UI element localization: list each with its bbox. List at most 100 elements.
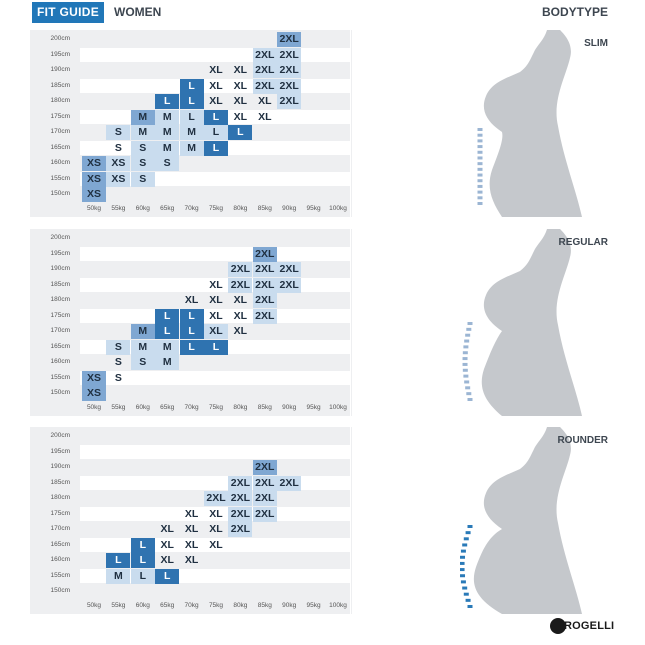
tape-dash <box>462 351 468 355</box>
height-label: 195cm <box>50 249 70 257</box>
size-cell: 2XL <box>228 475 253 491</box>
tape-dash <box>467 525 473 528</box>
tape-dash <box>460 549 466 553</box>
tape-dash <box>465 333 471 337</box>
size-cell: M <box>130 125 155 140</box>
size-cell: XL <box>160 538 174 551</box>
size-cell: L <box>179 78 204 94</box>
measuring-tape-icon <box>477 128 483 205</box>
size-cell: L <box>204 339 228 355</box>
size-cell: XS <box>82 156 106 171</box>
weight-label: 90kg <box>282 602 297 609</box>
size-cell: XL <box>233 294 248 306</box>
tape-dash <box>477 190 483 194</box>
weight-label: 70kg <box>184 404 199 411</box>
bodytype-label: ROUNDER <box>557 435 608 446</box>
size-cell: L <box>228 125 253 140</box>
row-band <box>80 246 350 261</box>
height-label: 150cm <box>50 389 70 396</box>
size-cell: XL <box>204 324 228 339</box>
size-cell: XL <box>160 523 174 535</box>
size-cell: XL <box>209 538 223 551</box>
size-cell: M <box>130 109 155 125</box>
weight-label: 65kg <box>160 404 175 411</box>
weight-label: 60kg <box>135 404 150 411</box>
weight-label: 50kg <box>86 404 102 411</box>
height-label: 165cm <box>50 540 70 548</box>
size-cell: 2XL <box>252 491 277 506</box>
measuring-tape-icon <box>462 322 473 401</box>
row-band <box>80 444 350 459</box>
woman-silhouette <box>483 30 582 217</box>
size-cell: S <box>130 140 155 156</box>
weight-label: 55kg <box>111 205 126 212</box>
row-band <box>80 308 350 323</box>
tape-dash <box>462 586 468 590</box>
bodytype-illustration: ROUNDER <box>352 427 614 614</box>
size-cell: 2XL <box>228 262 253 277</box>
weight-label: 70kg <box>184 602 199 609</box>
height-label: 175cm <box>50 112 70 120</box>
size-cell: S <box>114 356 122 368</box>
row-band <box>80 370 350 385</box>
size-cell: 2XL <box>252 47 277 63</box>
height-label: 185cm <box>50 280 70 288</box>
tape-dash <box>477 173 483 177</box>
weight-label: 60kg <box>135 205 150 212</box>
measuring-tape-icon <box>460 525 473 608</box>
bodytype-illustration: REGULAR <box>352 229 614 416</box>
height-label: 160cm <box>50 556 70 563</box>
weight-label: 65kg <box>160 602 175 609</box>
weight-label: 75kg <box>208 602 224 609</box>
weight-label: 75kg <box>208 205 224 212</box>
tape-dash <box>477 133 483 137</box>
size-cell: 2XL <box>252 277 277 293</box>
height-label: 170cm <box>50 128 70 135</box>
size-cell: XL <box>233 110 248 123</box>
size-cell: XL <box>184 507 199 520</box>
tape-dash <box>463 374 469 378</box>
weight-label: 65kg <box>160 205 175 212</box>
height-label: 190cm <box>50 463 70 470</box>
size-cell: XL <box>184 523 199 535</box>
bodytype-illustration: SLIM <box>352 30 614 217</box>
brand-name: ROGELLI <box>564 620 615 632</box>
height-label: 175cm <box>50 311 70 319</box>
size-cell: XL <box>209 294 223 306</box>
tape-dash <box>477 162 483 166</box>
size-cell: XL <box>233 64 248 76</box>
weight-label: 80kg <box>233 404 248 411</box>
size-cell: 2XL <box>228 506 253 522</box>
size-cell: 2XL <box>277 63 302 78</box>
tape-dash <box>477 156 483 160</box>
weight-label: 60kg <box>135 602 150 609</box>
size-cell: M <box>155 140 180 156</box>
header: FIT GUIDE WOMEN BODYTYPE <box>0 0 645 26</box>
size-cell: M <box>130 324 155 339</box>
weight-label: 50kg <box>86 602 102 609</box>
tape-dash <box>477 167 483 171</box>
height-label: 175cm <box>50 509 70 517</box>
weight-label: 50kg <box>86 205 102 212</box>
weight-label: 80kg <box>233 602 248 609</box>
tape-dash <box>462 357 468 361</box>
size-cell: XL <box>209 64 223 76</box>
height-label: 195cm <box>50 50 70 58</box>
tape-dash <box>463 345 469 349</box>
size-cell: 2XL <box>228 522 253 537</box>
size-cell: 2XL <box>277 475 302 491</box>
weight-label: 95kg <box>306 602 321 609</box>
panel-divider <box>350 427 351 614</box>
weight-label: 95kg <box>306 404 321 411</box>
size-cell: 2XL <box>277 47 302 63</box>
weight-label: 85kg <box>257 602 272 609</box>
size-cell: XS <box>106 171 131 187</box>
weight-label: 80kg <box>233 205 248 212</box>
tape-dash <box>462 543 468 547</box>
tape-dash <box>462 362 468 366</box>
height-label: 180cm <box>50 494 70 501</box>
tape-dash <box>477 202 483 205</box>
size-cell: M <box>155 355 180 370</box>
bodytype-label: SLIM <box>584 38 608 49</box>
size-cell: XL <box>233 325 248 337</box>
